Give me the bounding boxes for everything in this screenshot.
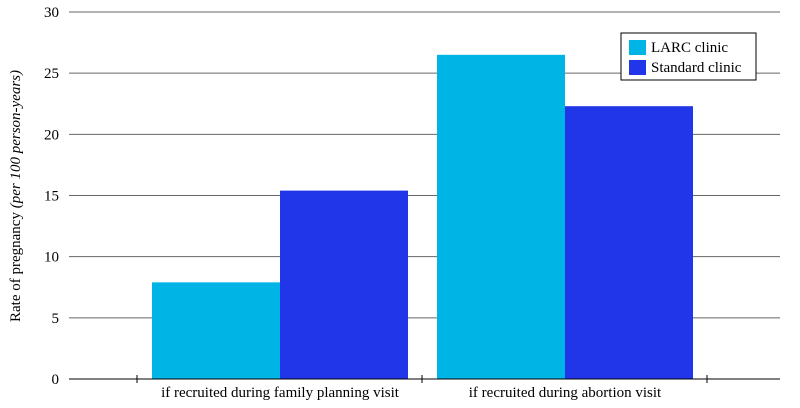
y-tick-label-15: 15 (44, 189, 59, 205)
x-category-label-2: if recruited during abortion visit (469, 385, 662, 401)
y-axis-label-unit: (per 100 person-years) (8, 70, 24, 208)
y-tick-label-25: 25 (44, 66, 59, 82)
bar-larc-1 (152, 282, 280, 379)
legend-label-2: Standard clinic (651, 60, 742, 76)
y-tick-label-5: 5 (52, 311, 60, 327)
y-tick-labels: 0 5 10 15 20 25 30 (44, 5, 59, 388)
y-tick-label-30: 30 (44, 5, 59, 21)
bar-standard-1 (280, 190, 408, 379)
axes (69, 375, 780, 383)
y-axis-label-main: Rate of pregnancy (8, 212, 24, 322)
y-tick-label-10: 10 (44, 250, 59, 266)
y-tick-label-0: 0 (52, 372, 60, 388)
x-category-labels: if recruited during family planning visi… (161, 385, 662, 401)
bar-standard-2 (565, 106, 693, 380)
y-axis-label: Rate of pregnancy (per 100 person-years) (8, 70, 24, 322)
legend-swatch-1 (629, 40, 646, 55)
legend-label-1: LARC clinic (651, 40, 728, 56)
legend: LARC clinic Standard clinic (620, 32, 757, 81)
bar-larc-2 (437, 54, 565, 380)
y-tick-label-20: 20 (44, 127, 59, 143)
bars (152, 54, 693, 380)
x-category-label-1: if recruited during family planning visi… (161, 385, 400, 401)
legend-swatch-2 (629, 60, 646, 75)
